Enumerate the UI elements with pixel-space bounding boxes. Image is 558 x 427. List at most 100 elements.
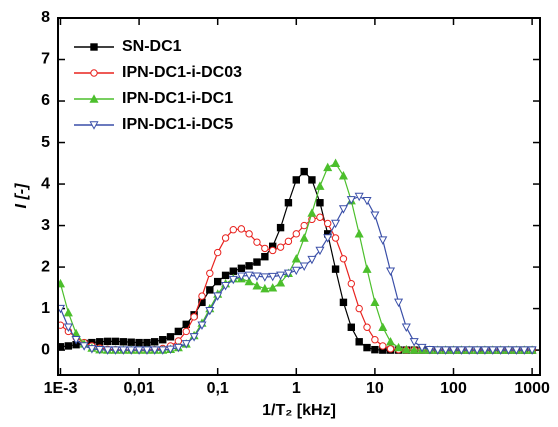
marker [346,196,356,205]
marker [292,176,300,184]
marker [331,265,340,273]
marker [206,286,214,294]
marker [95,345,105,355]
marker [150,338,159,346]
marker [90,43,98,51]
marker [338,170,348,180]
marker [292,230,300,238]
marker [236,272,246,281]
marker [261,252,269,261]
y-tick-label: 1 [41,300,50,317]
marker [58,343,65,351]
marker [316,213,324,221]
marker [197,321,207,330]
marker [213,292,223,301]
marker [284,237,293,246]
marker [379,342,387,350]
marker [394,298,404,308]
marker [205,306,215,316]
marker [386,345,395,353]
y-tick-label: 3 [41,217,50,234]
marker [90,69,98,77]
marker [252,272,262,281]
marker [253,238,261,246]
marker [268,272,278,282]
marker [354,192,364,202]
plot-frame [57,17,541,376]
marker [158,346,168,355]
marker [198,292,206,300]
marker [362,264,372,273]
marker [464,346,474,355]
marker [488,346,498,355]
marker [87,345,97,354]
marker [245,262,253,270]
x-tick-label: 1E-3 [44,380,78,397]
marker [260,273,270,282]
marker [134,346,144,355]
marker [237,264,246,273]
marker [143,338,151,347]
marker [323,234,333,243]
marker [300,167,308,176]
marker [363,323,371,331]
marker [480,346,490,355]
marker [355,338,363,346]
y-axis-label: I [-] [13,183,30,209]
marker [189,333,199,342]
marker [299,262,309,271]
marker [252,280,262,290]
marker [276,271,286,281]
marker [159,336,167,344]
marker [307,255,317,265]
marker [519,346,529,355]
x-tick-label: 1000 [514,380,550,397]
marker [276,223,285,232]
marker [190,313,198,321]
marker [228,275,238,285]
marker [63,323,73,333]
marker [71,336,81,345]
marker [300,221,308,230]
marker [401,344,411,354]
y-tick-label: 8 [41,9,50,26]
marker [472,346,482,355]
marker [284,199,293,207]
marker [362,196,372,206]
marker [245,230,253,238]
marker [221,271,230,280]
legend-label: IPN-DC1-i-DC5 [122,116,233,133]
legend-label: IPN-DC1-i-DC1 [122,90,233,107]
marker [307,208,317,217]
marker [182,327,190,336]
marker [433,346,443,355]
series [58,158,537,354]
x-tick-label: 0,01 [124,380,155,397]
marker [448,346,459,355]
marker [244,271,254,281]
marker [174,327,183,336]
marker [291,254,301,263]
marker [111,337,120,346]
y-tick-label: 0 [41,341,50,358]
marker [221,234,230,242]
marker [221,282,231,291]
marker [103,346,113,355]
marker [213,248,222,257]
y-tick-label: 6 [41,92,50,109]
y-tick-label: 4 [41,175,50,192]
marker [456,346,466,355]
marker [291,266,301,276]
marker [150,346,160,355]
marker [237,225,246,233]
marker [363,343,371,352]
x-axis-label: 1/T₂ [kHz] [262,402,336,419]
marker [441,346,451,355]
marker [331,219,341,229]
marker [511,346,521,355]
y-tick-label: 7 [41,51,50,68]
marker [229,267,238,275]
marker [173,343,183,353]
legend-label: IPN-DC1-i-DC03 [122,64,242,81]
